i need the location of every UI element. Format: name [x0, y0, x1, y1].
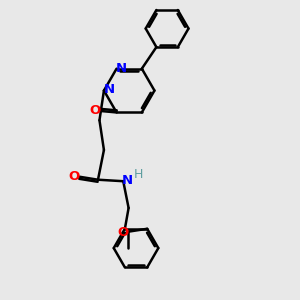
- Text: N: N: [103, 83, 115, 97]
- Text: H: H: [134, 168, 143, 181]
- Text: N: N: [116, 61, 127, 75]
- Text: O: O: [117, 226, 128, 239]
- Text: O: O: [69, 170, 80, 183]
- Text: O: O: [89, 104, 100, 117]
- Text: N: N: [122, 174, 133, 187]
